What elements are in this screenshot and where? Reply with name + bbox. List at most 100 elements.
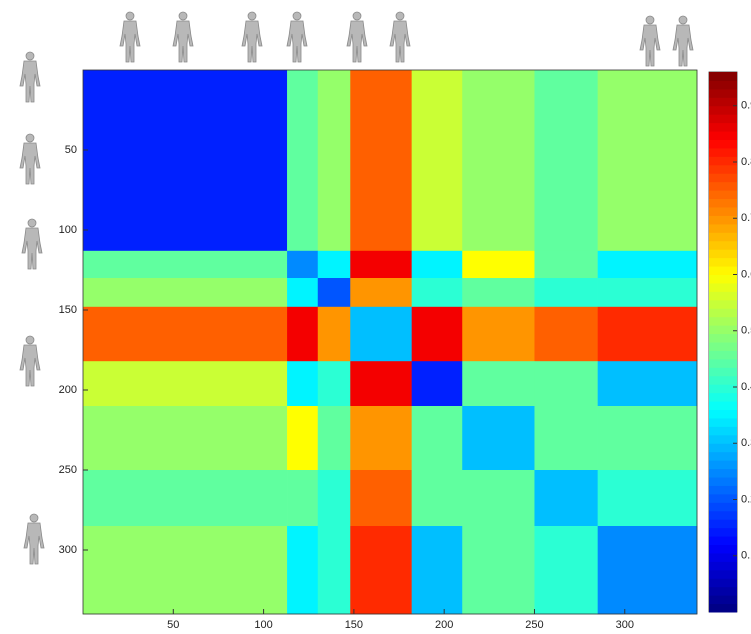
heatmap-cell (287, 526, 319, 615)
colorbar-tick-label: 0.1 (741, 550, 751, 562)
colorbar-swatch (709, 198, 737, 208)
colorbar-swatch (709, 384, 737, 394)
colorbar-swatch (709, 460, 737, 470)
colorbar-swatch (709, 223, 737, 233)
heatmap-cell (287, 406, 319, 471)
heatmap-cell (350, 278, 412, 308)
heatmap-cell (534, 70, 598, 252)
colorbar-swatch (709, 358, 737, 368)
x-tick-label: 150 (345, 619, 363, 631)
colorbar-swatch (709, 240, 737, 250)
colorbar-swatch (709, 426, 737, 436)
colorbar-swatch (709, 375, 737, 385)
heatmap-cell (83, 278, 288, 308)
heatmap-cell (83, 361, 288, 407)
heatmap-cell (597, 70, 698, 252)
heatmap-cell (350, 70, 412, 252)
colorbar-swatch (709, 333, 737, 343)
heatmap-cell (350, 406, 412, 471)
heatmap-cell (597, 250, 698, 279)
heatmap-cell (317, 470, 351, 527)
colorbar-tick-label: 0.4 (741, 381, 751, 393)
colorbar-tick-label: 0.7 (741, 212, 751, 224)
heatmap-cell (350, 526, 412, 615)
colorbar-swatch (709, 181, 737, 191)
heatmap-cell (287, 470, 319, 527)
colorbar-swatch (709, 97, 737, 107)
colorbar-swatch (709, 350, 737, 360)
colorbar-swatch (709, 586, 737, 596)
colorbar-swatch (709, 114, 737, 124)
heatmap-cell (287, 278, 319, 308)
y-tick-label: 100 (59, 224, 77, 236)
heatmap-cell (534, 361, 598, 407)
heatmap-cell (317, 278, 351, 308)
colorbar-tick-label: 0.8 (741, 156, 751, 168)
colorbar-swatch (709, 274, 737, 284)
heatmap-cell (317, 406, 351, 471)
colorbar-swatch (709, 105, 737, 115)
heatmap-cell (534, 470, 598, 527)
colorbar-swatch (709, 485, 737, 495)
heatmap-cell (597, 526, 698, 615)
colorbar-swatch (709, 190, 737, 200)
colorbar-swatch (709, 595, 737, 605)
colorbar-swatch (709, 156, 737, 166)
y-tick-label: 50 (65, 144, 77, 156)
colorbar-swatch (709, 519, 737, 529)
heatmap-cell (534, 526, 598, 615)
colorbar-swatch (709, 544, 737, 554)
heatmap-cell (83, 250, 288, 279)
heatmap-cell (287, 70, 319, 252)
colorbar-swatch (709, 417, 737, 427)
colorbar-swatch (709, 527, 737, 537)
colorbar-swatch (709, 147, 737, 157)
colorbar-swatch (709, 392, 737, 402)
colorbar-swatch (709, 451, 737, 461)
colorbar-tick-label: 0.5 (741, 325, 751, 337)
colorbar-swatch (709, 367, 737, 377)
colorbar-tick-label: 0.2 (741, 493, 751, 505)
colorbar-swatch (709, 493, 737, 503)
heatmap-cell (287, 361, 319, 407)
heatmap-cell (462, 278, 535, 308)
colorbar-swatch (709, 342, 737, 351)
plot-area (83, 70, 698, 615)
colorbar-swatch (709, 468, 737, 478)
heatmap-cell (597, 278, 698, 308)
x-tick-label: 100 (254, 619, 272, 631)
colorbar-swatch (709, 561, 737, 571)
colorbar-swatch (709, 173, 737, 183)
heatmap-cell (411, 250, 463, 279)
colorbar-swatch (709, 308, 737, 318)
colorbar-swatch (709, 409, 737, 419)
heatmap-cell (597, 470, 698, 527)
heatmap-cell (83, 306, 288, 362)
heatmap-cell (317, 526, 351, 615)
heatmap-cell (317, 306, 351, 362)
colorbar-swatch (709, 434, 737, 444)
heatmap-cell (534, 306, 598, 362)
heatmap-cell (462, 406, 535, 471)
colorbar-swatch (709, 502, 737, 512)
colorbar-swatch (709, 164, 737, 174)
heatmap-cell (534, 278, 598, 308)
heatmap-cell (597, 406, 698, 471)
colorbar-tick-label: 0.9 (741, 100, 751, 112)
heatmap-cell (411, 70, 463, 252)
colorbar-swatch (709, 316, 737, 326)
heatmap-cell (411, 526, 463, 615)
heatmap-cell (350, 470, 412, 527)
heatmap-cell (597, 361, 698, 407)
colorbar-swatch (709, 299, 737, 309)
colorbar-swatch (709, 603, 737, 613)
heatmap-cell (83, 470, 288, 527)
heatmap-cell (350, 361, 412, 407)
colorbar-swatch (709, 443, 737, 453)
x-tick-label: 200 (435, 619, 453, 631)
colorbar-swatch (709, 325, 737, 335)
heatmap-cell (462, 70, 535, 252)
heatmap-cell (287, 306, 319, 362)
heatmap-cell (411, 306, 463, 362)
